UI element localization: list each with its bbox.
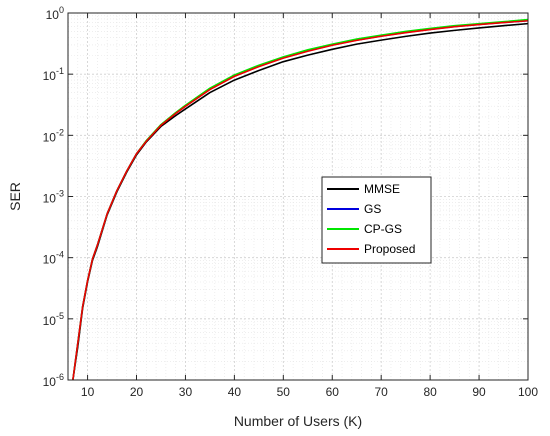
x-tick-label: 60 [326, 385, 340, 399]
x-tick-label: 40 [228, 385, 242, 399]
x-tick-label: 30 [179, 385, 193, 399]
legend-label-gs: GS [364, 202, 381, 216]
x-tick-label: 90 [472, 385, 486, 399]
y-tick-label: 10-3 [43, 189, 64, 206]
series-lines [72, 18, 529, 381]
major-grid [68, 12, 529, 381]
legend: MMSE GS CP-GS Proposed [321, 176, 432, 264]
x-tick-label: 100 [518, 385, 538, 399]
y-tick-label: 10-4 [43, 250, 64, 267]
series-line-mmse [72, 22, 529, 381]
series-line-proposed [72, 19, 529, 381]
tick-marks [68, 12, 529, 381]
x-tick-labels: 10 20 30 40 50 60 70 80 90 100 [81, 385, 538, 399]
y-tick-labels: 100 10-1 10-2 10-3 10-4 10-5 10-6 [43, 5, 64, 389]
y-tick-label: 10-5 [43, 311, 64, 328]
x-tick-label: 20 [130, 385, 144, 399]
legend-label-mmse: MMSE [364, 182, 400, 196]
x-axis-label: Number of Users (K) [234, 413, 362, 429]
y-tick-label: 10-2 [43, 127, 64, 144]
y-tick-label: 10-1 [43, 66, 64, 83]
x-tick-label: 10 [81, 385, 95, 399]
x-tick-label: 80 [423, 385, 437, 399]
legend-label-cp-gs: CP-GS [364, 222, 402, 236]
x-tick-label: 50 [277, 385, 291, 399]
x-tick-label: 70 [375, 385, 389, 399]
y-tick-label: 10-6 [43, 372, 64, 389]
legend-label-proposed: Proposed [364, 242, 415, 256]
y-tick-label: 100 [46, 5, 64, 22]
y-axis-label: SER [7, 182, 23, 211]
